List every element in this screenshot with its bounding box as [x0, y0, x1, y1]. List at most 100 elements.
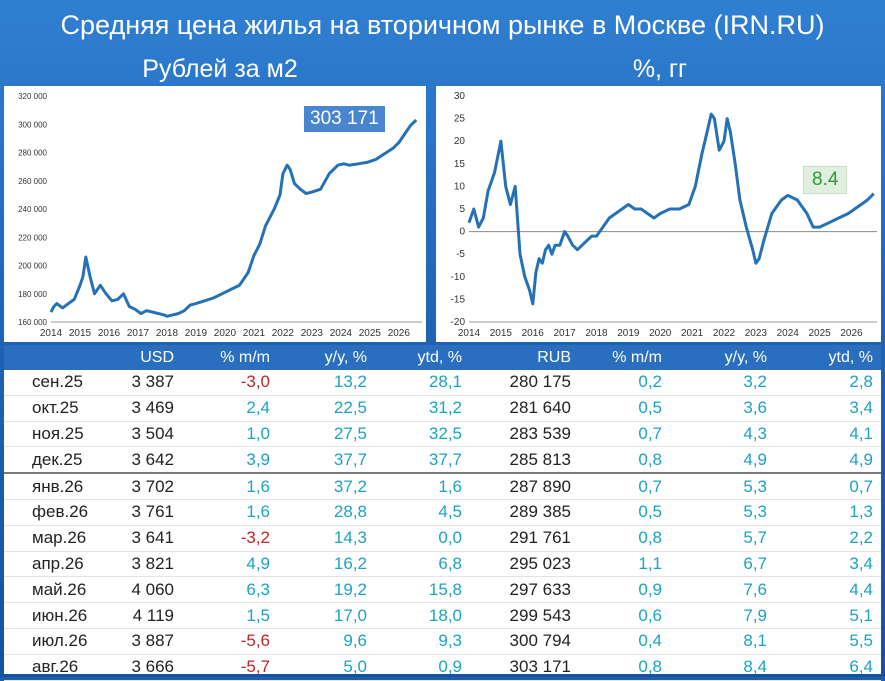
table-cell: 291 761: [470, 525, 579, 552]
table-cell: июл.26: [4, 628, 98, 655]
price-x-tick: 2023: [301, 328, 324, 339]
table-cell: 3 469: [98, 395, 182, 422]
yoy-y-tick: 15: [454, 159, 466, 170]
yoy-chart-panel: -20 -15 -10 -5 0 5 10 15 20 25 30 2014 2015 2016 2017 2…: [436, 86, 881, 342]
table-cell: 0,7: [579, 421, 670, 448]
table-cell: 2,8: [775, 370, 881, 396]
table-header-cell: y/y, %: [278, 345, 375, 370]
yoy-x-tick: 2017: [554, 328, 577, 339]
table-cell: 5,5: [775, 628, 881, 655]
yoy-x-tick: 2022: [713, 328, 736, 339]
table-cell: 287 890: [470, 473, 579, 500]
yoy-x-tick: 2014: [458, 328, 481, 339]
yoy-y-tick: 0: [459, 227, 465, 238]
table-cell: 37,2: [278, 473, 375, 500]
table-cell: 14,3: [278, 525, 375, 552]
price-y-tick: 160 000: [18, 318, 47, 327]
table-body: сен.25 3 387 -3,0 13,2 28,1 280 175 0,2 3,2 2,8 о…: [4, 370, 881, 681]
table-cell: дек.25: [4, 446, 98, 475]
right-chart-subtitle: %, гг: [632, 55, 688, 83]
price-x-tick: 2017: [127, 328, 150, 339]
price-x-tick: 2016: [98, 328, 121, 339]
table-cell: 28,8: [278, 499, 375, 526]
table-cell: 28,1: [375, 370, 470, 396]
table-cell: 281 640: [470, 395, 579, 422]
price-y-tick: 200 000: [18, 262, 47, 271]
price-x-tick: 2025: [359, 328, 382, 339]
table-header-cell: ytd, %: [775, 345, 881, 370]
yoy-x-tick: 2020: [649, 328, 672, 339]
table-cell: 22,5: [278, 395, 375, 422]
table-header-cell: % m/m: [579, 345, 670, 370]
table-cell: 285 813: [470, 446, 579, 475]
table-cell: 7,9: [670, 602, 775, 629]
yoy-y-tick: 20: [454, 136, 466, 147]
yoy-x-tick: 2023: [745, 328, 768, 339]
table-row: дек.25 3 642 3,9 37,7 37,7 285 813 0,8 4,9 4,9: [4, 446, 881, 475]
table-cell: июн.26: [4, 602, 98, 629]
price-y-tick: 220 000: [18, 233, 47, 242]
yoy-x-tick: 2026: [840, 328, 863, 339]
table-header-cell: y/y, %: [670, 345, 775, 370]
table-cell: 0,2: [579, 370, 670, 396]
table-cell: -5,6: [182, 628, 278, 655]
yoy-series-line: [467, 112, 875, 306]
price-y-tick: 240 000: [18, 205, 47, 214]
table-row: сен.25 3 387 -3,0 13,2 28,1 280 175 0,2 3,2 2,8: [4, 370, 881, 396]
table-cell: 0,9: [579, 576, 670, 604]
price-y-tick: 180 000: [18, 290, 47, 299]
table-header-cell: ytd, %: [375, 345, 470, 370]
table-cell: 1,6: [182, 473, 278, 500]
table-cell: 31,2: [375, 395, 470, 422]
yoy-y-tick: 10: [454, 181, 466, 192]
table-cell: 299 543: [470, 602, 579, 629]
table-header-cell: [4, 345, 98, 370]
table-header-cell: RUB: [470, 345, 579, 370]
price-x-tick: 2022: [272, 328, 295, 339]
price-x-tick: 2026: [388, 328, 411, 339]
yoy-y-tick: -10: [451, 272, 466, 283]
table-cell: 0,5: [579, 499, 670, 526]
table-cell: 8,4: [670, 654, 775, 681]
price-x-tick: 2021: [243, 328, 266, 339]
table-cell: 6,8: [375, 551, 470, 578]
table-cell: 2,2: [775, 525, 881, 552]
table-cell: 1,0: [182, 421, 278, 448]
table-cell: 3 642: [98, 446, 182, 475]
table-cell: 5,3: [670, 499, 775, 526]
table-row: фев.26 3 761 1,6 28,8 4,5 289 385 0,5 5,3 1,3: [4, 499, 881, 526]
yoy-badge: 8.4: [803, 166, 848, 194]
table-cell: 18,0: [375, 602, 470, 629]
table-cell: 1,5: [182, 602, 278, 629]
table-cell: 0,8: [579, 446, 670, 475]
table-cell: 300 794: [470, 628, 579, 655]
table-row: май.26 4 060 6,3 19,2 15,8 297 633 0,9 7,6 4,4: [4, 576, 881, 604]
table-row: мар.26 3 641 -3,2 14,3 0,0 291 761 0,8 5,7 2,2: [4, 525, 881, 552]
table-cell: 4,1: [775, 421, 881, 448]
table-cell: апр.26: [4, 551, 98, 578]
table-cell: сен.25: [4, 370, 98, 396]
table-header-row: USD% m/m y/y, % ytd, % RUB% m/m y/y, % ytd, %: [4, 345, 881, 370]
table-cell: -5,7: [182, 654, 278, 681]
table-cell: 16,2: [278, 551, 375, 578]
table-cell: 5,0: [278, 654, 375, 681]
table-cell: 295 023: [470, 551, 579, 578]
table-cell: 4,9: [182, 551, 278, 578]
page-title: Средняя цена жилья на вторичном рынке в …: [60, 10, 825, 40]
table-cell: фев.26: [4, 499, 98, 526]
table-cell: 6,7: [670, 551, 775, 578]
table-row: авг.26 3 666 -5,7 5,0 0,9 303 171 0,8 8,4 6,4: [4, 654, 881, 681]
table-cell: 1,6: [375, 473, 470, 500]
data-table: USD% m/m y/y, % ytd, % RUB% m/m y/y, % ytd, %…: [4, 345, 881, 681]
table-cell: 3,9: [182, 446, 278, 475]
table-cell: 3 387: [98, 370, 182, 396]
table-cell: -3,0: [182, 370, 278, 396]
table-cell: 1,6: [182, 499, 278, 526]
price-badge: 303 171: [304, 106, 385, 132]
left-chart-subtitle: Рублей за м2: [142, 55, 298, 83]
yoy-x-tick: 2018: [585, 328, 608, 339]
yoy-x-tick: 2019: [617, 328, 640, 339]
yoy-y-tick: -5: [456, 249, 465, 260]
